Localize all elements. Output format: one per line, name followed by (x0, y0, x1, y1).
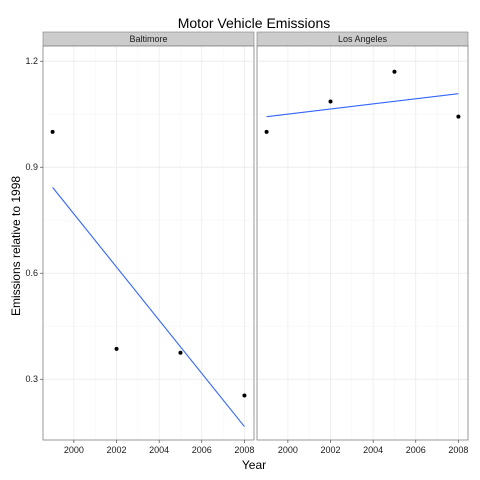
y-tick-label: 1.2 (25, 56, 38, 66)
data-point (242, 393, 247, 398)
x-tick-label: 2004 (149, 445, 169, 455)
y-tick-label: 0.3 (25, 374, 38, 384)
x-tick-label: 2008 (448, 445, 468, 455)
x-axis-title: Year (242, 458, 266, 472)
chart-title: Motor Vehicle Emissions (178, 15, 331, 31)
data-point (114, 346, 119, 351)
trend-line-baltimore (52, 187, 245, 427)
x-tick-label: 2000 (64, 445, 84, 455)
x-tick-label: 2002 (107, 445, 127, 455)
panel-border (256, 45, 469, 441)
x-tick-label: 2002 (321, 445, 341, 455)
x-tick-label: 2008 (234, 445, 254, 455)
panel-border (42, 45, 255, 441)
strip-label-los-angeles: Los Angeles (338, 34, 388, 44)
panel-baltimore: Baltimore 2000 2002 2004 2006 2008 0.3 0.6 0.9 1.… (25, 31, 255, 455)
data-point (392, 69, 397, 74)
x-tick-label: 2004 (363, 445, 383, 455)
trend-line-los-angeles (266, 93, 459, 118)
y-axis-title: Emissions relative to 1998 (9, 176, 23, 316)
facet-panels: Baltimore 2000 2002 2004 2006 2008 0.3 0.6 0.9 1.… (25, 31, 469, 455)
plot-background (257, 46, 468, 440)
plot-background (43, 46, 254, 440)
x-tick-label: 2000 (278, 445, 298, 455)
strip-label-baltimore: Baltimore (129, 34, 167, 44)
panel-los-angeles: Los Angeles 2000 2002 2004 2006 2008 (256, 31, 469, 455)
x-tick-label: 2006 (192, 445, 212, 455)
x-tick-label: 2006 (406, 445, 426, 455)
data-point (328, 99, 333, 104)
y-tick-label: 0.9 (25, 162, 38, 172)
y-tick-label: 0.6 (25, 268, 38, 278)
data-point (264, 129, 269, 134)
data-point (50, 129, 55, 134)
data-point (178, 350, 183, 355)
data-point (456, 114, 461, 119)
